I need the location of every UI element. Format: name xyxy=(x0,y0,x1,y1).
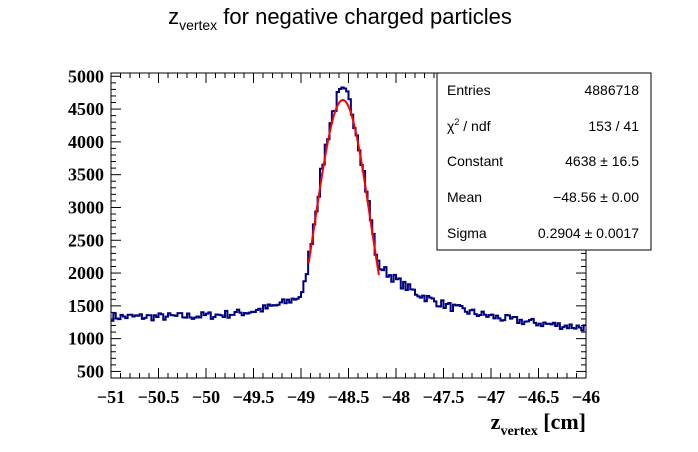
y-tick-label: 500 xyxy=(77,361,104,381)
y-tick-label: 2500 xyxy=(68,230,104,250)
x-tick-label: −47.5 xyxy=(423,387,465,407)
x-tick-label: −46 xyxy=(572,387,600,407)
histogram-series xyxy=(111,86,586,332)
x-tick-labels: −51 −50.5 −50 −49.5 −49 −48.5 −48 −47.5 −47 −46.5… xyxy=(97,387,600,407)
title-subscript: vertex xyxy=(179,17,217,33)
stats-label-mean: Mean xyxy=(447,189,482,205)
gaussian-fit-curve xyxy=(307,99,380,276)
stats-value-constant: 4638 ± 16.5 xyxy=(565,153,639,169)
y-tick-label: 2000 xyxy=(68,263,104,283)
stats-value-sigma: 0.2904 ± 0.0017 xyxy=(538,225,639,241)
stats-label-constant: Constant xyxy=(447,153,503,169)
stats-label-chi2: χ2 / ndf xyxy=(447,117,491,134)
x-tick-label: −48.5 xyxy=(328,387,370,407)
y-tick-labels: 500 1000 1500 2000 2500 3000 3500 4000 4500 5000 xyxy=(68,66,104,381)
x-tick-label: −50 xyxy=(192,387,220,407)
stats-value-chi2: 153 / 41 xyxy=(588,118,639,134)
stats-box-frame xyxy=(436,72,652,251)
x-tick-label: −48 xyxy=(382,387,410,407)
stats-box: Entries 4886718 χ2 / ndf 153 / 41 Consta… xyxy=(436,72,652,251)
x-tick-label: −51 xyxy=(97,387,125,407)
xlabel-main: z xyxy=(491,409,501,434)
y-tick-label: 1500 xyxy=(68,296,104,316)
y-tick-label: 4000 xyxy=(68,132,104,152)
xlabel-rest: [cm] xyxy=(538,409,586,434)
y-tick-label: 3000 xyxy=(68,197,104,217)
y-tick-label: 3500 xyxy=(68,165,104,185)
xlabel-subscript: vertex xyxy=(500,424,537,439)
stats-value-entries: 4886718 xyxy=(584,82,639,98)
y-tick-label: 1000 xyxy=(68,329,104,349)
stats-value-mean: −48.56 ± 0.00 xyxy=(553,189,639,205)
title-main: z xyxy=(168,4,179,29)
x-tick-label: −50.5 xyxy=(138,387,180,407)
x-tick-label: −49.5 xyxy=(233,387,275,407)
stats-label-sigma: Sigma xyxy=(447,225,487,241)
stats-label-entries: Entries xyxy=(447,82,491,98)
y-tick-label: 5000 xyxy=(68,66,104,86)
y-tick-label: 4500 xyxy=(68,99,104,119)
x-tick-label: −47 xyxy=(477,387,505,407)
chart-title: zvertex for negative charged particles xyxy=(168,4,512,33)
x-tick-label: −46.5 xyxy=(518,387,560,407)
x-tick-label: −49 xyxy=(287,387,315,407)
title-rest: for negative charged particles xyxy=(217,4,512,29)
x-axis-title: zvertex [cm] xyxy=(491,409,586,439)
